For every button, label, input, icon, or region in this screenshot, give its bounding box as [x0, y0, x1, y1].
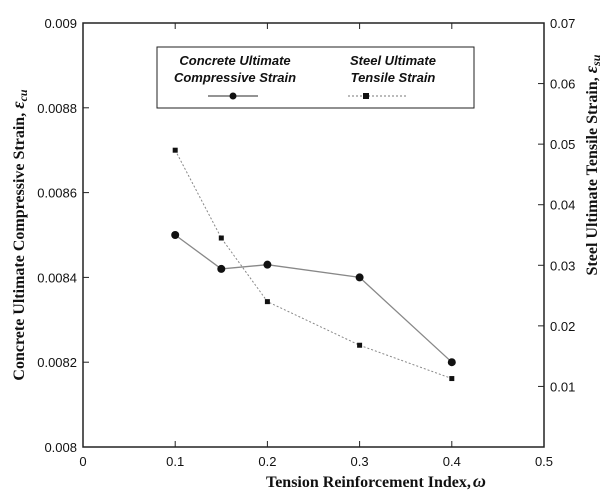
- right-y-tick-label: 0.03: [550, 258, 575, 273]
- right-y-tick-label: 0.02: [550, 319, 575, 334]
- legend-steel-marker: [363, 93, 369, 99]
- x-axis-title-text: Tension Reinforcement Index,: [266, 474, 471, 491]
- left-y-axis-title-text: Concrete Ultimate Compressive Strain,: [11, 113, 28, 381]
- legend-steel-line1: Steel Ultimate: [350, 53, 436, 68]
- right-y-axis-ticks: 0.01 0.02 0.03 0.04 0.05 0.06 0.07: [538, 16, 575, 394]
- series-0-point: [447, 358, 456, 367]
- right-y-axis-title-text: Steel Ultimate Tensile Strain,: [584, 77, 601, 275]
- x-tick-label: 0.5: [535, 454, 553, 469]
- left-y-tick-label: 0.0082: [37, 355, 77, 370]
- series-1-point: [264, 299, 270, 305]
- legend-concrete-line1: Concrete Ultimate: [179, 53, 290, 68]
- right-y-axis-title-symbol: ε: [581, 65, 601, 73]
- left-y-tick-label: 0.0084: [37, 270, 77, 285]
- legend-steel-line2: Tensile Strain: [351, 70, 436, 85]
- left-y-axis-ticks: 0.008 0.0082 0.0084 0.0086 0.0088 0.009: [37, 16, 89, 455]
- legend-box: [156, 46, 475, 109]
- series-1-point: [449, 376, 455, 382]
- right-y-tick-label: 0.05: [550, 137, 575, 152]
- plot-area-frame: [82, 22, 545, 448]
- left-y-tick-label: 0.008: [44, 440, 77, 455]
- left-y-axis-title-symbol: ε: [8, 101, 28, 109]
- series-line-0: [174, 234, 453, 363]
- x-tick-label: 0.2: [258, 454, 276, 469]
- left-y-axis-title-subscript: cu: [16, 89, 30, 101]
- series-1-point: [357, 342, 363, 348]
- x-axis-ticks: 0 0.1 0.2 0.3 0.4 0.5: [79, 23, 553, 469]
- series-0-point: [263, 260, 272, 269]
- left-y-axis-title: Concrete Ultimate Compressive Strain, εcu: [8, 89, 30, 381]
- right-y-tick-label: 0.06: [550, 77, 575, 92]
- series-layer: [171, 147, 456, 382]
- series-1-point: [172, 147, 178, 153]
- x-tick-label: 0.4: [443, 454, 461, 469]
- x-tick-label: 0: [79, 454, 86, 469]
- series-1-point: [218, 235, 224, 241]
- right-y-tick-label: 0.07: [550, 16, 575, 31]
- legend-concrete-marker: [229, 92, 237, 100]
- right-y-tick-label: 0.01: [550, 379, 575, 394]
- left-y-tick-label: 0.0088: [37, 101, 77, 116]
- x-tick-label: 0.1: [166, 454, 184, 469]
- left-y-tick-label: 0.0086: [37, 186, 77, 201]
- series-0-point: [217, 264, 226, 273]
- x-axis-title-symbol: ω: [473, 471, 486, 491]
- series-line-1: [174, 149, 452, 380]
- x-axis-title: Tension Reinforcement Index, ω: [266, 471, 486, 491]
- left-y-tick-label: 0.009: [44, 16, 77, 31]
- legend-concrete-line2: Compressive Strain: [174, 70, 296, 85]
- legend: Concrete Ultimate Compressive Strain Ste…: [156, 46, 475, 109]
- series-0-point: [355, 273, 364, 282]
- right-y-axis-title-subscript: su: [589, 54, 603, 67]
- series-0-point: [171, 231, 180, 239]
- right-y-tick-label: 0.04: [550, 198, 575, 213]
- right-y-axis-title: Steel Ultimate Tensile Strain, εsu: [581, 54, 603, 275]
- x-tick-label: 0.3: [351, 454, 369, 469]
